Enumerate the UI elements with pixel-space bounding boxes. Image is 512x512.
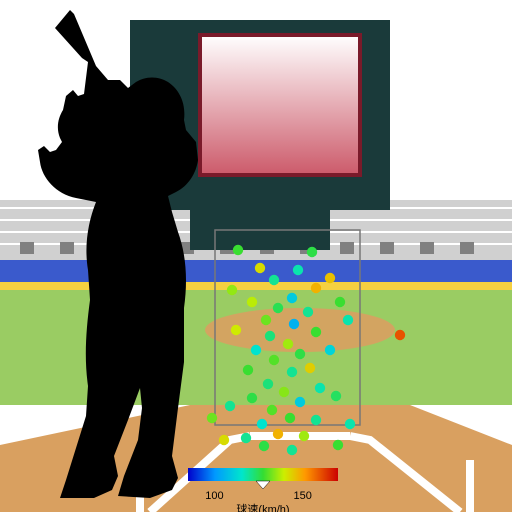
pitch-point bbox=[335, 297, 345, 307]
pitch-point bbox=[243, 365, 253, 375]
pitch-point bbox=[311, 327, 321, 337]
pitch-point bbox=[273, 429, 283, 439]
colorbar-label: 球速(km/h) bbox=[236, 502, 289, 512]
pitch-point bbox=[259, 441, 269, 451]
pitch-point bbox=[295, 349, 305, 359]
pitch-point bbox=[251, 345, 261, 355]
pitch-point bbox=[343, 315, 353, 325]
pitch-point bbox=[261, 315, 271, 325]
colorbar-tick: 150 bbox=[294, 490, 312, 502]
pitch-point bbox=[283, 339, 293, 349]
pitch-point bbox=[227, 285, 237, 295]
pitch-point bbox=[247, 393, 257, 403]
pitch-point bbox=[225, 401, 235, 411]
pitch-point bbox=[311, 283, 321, 293]
pitch-point bbox=[289, 319, 299, 329]
pitch-point bbox=[395, 330, 405, 340]
pitch-point bbox=[219, 435, 229, 445]
pitch-point bbox=[287, 445, 297, 455]
pitch-point bbox=[299, 431, 309, 441]
pitch-point bbox=[295, 397, 305, 407]
pitch-point bbox=[231, 325, 241, 335]
pitch-point bbox=[305, 363, 315, 373]
pitch-point bbox=[267, 405, 277, 415]
pitch-point bbox=[315, 383, 325, 393]
pitch-point bbox=[325, 345, 335, 355]
pitch-point bbox=[345, 419, 355, 429]
pitch-point bbox=[311, 415, 321, 425]
pitch-point bbox=[247, 297, 257, 307]
pitch-point bbox=[257, 419, 267, 429]
pitch-point bbox=[241, 433, 251, 443]
pitch-point bbox=[331, 391, 341, 401]
colorbar-tick: 100 bbox=[205, 490, 223, 502]
pitch-point bbox=[207, 413, 217, 423]
pitch-point bbox=[303, 307, 313, 317]
pitch-point bbox=[325, 273, 335, 283]
pitch-point bbox=[233, 245, 243, 255]
pitch-point bbox=[265, 331, 275, 341]
pitch-point bbox=[263, 379, 273, 389]
pitch-point bbox=[255, 263, 265, 273]
pitch-point bbox=[333, 440, 343, 450]
pitch-point bbox=[279, 387, 289, 397]
pitch-point bbox=[293, 265, 303, 275]
pitch-point bbox=[287, 367, 297, 377]
pitch-point bbox=[307, 247, 317, 257]
pitch-point bbox=[269, 355, 279, 365]
pitch-point bbox=[269, 275, 279, 285]
pitch-point bbox=[273, 303, 283, 313]
pitch-point bbox=[287, 293, 297, 303]
colorbar bbox=[188, 468, 338, 481]
pitch-point bbox=[285, 413, 295, 423]
